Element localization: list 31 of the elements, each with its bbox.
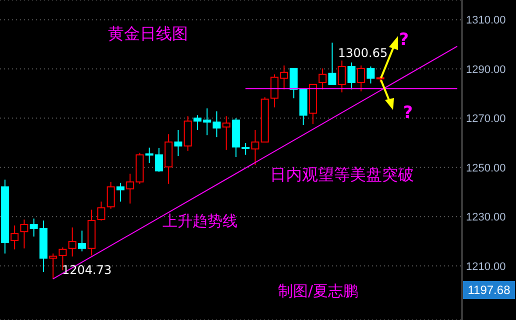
candlestick: [222, 116, 230, 150]
annotation: 1300.65: [338, 46, 388, 60]
y-tick-label: 1230.00: [466, 212, 506, 224]
y-tick-label: 1310.00: [466, 14, 506, 27]
y-tick-label: 1250.00: [466, 162, 506, 174]
candlestick: [68, 226, 76, 257]
candlestick: [116, 182, 124, 202]
text: 1197.68: [463, 281, 515, 299]
candlestick: [318, 68, 327, 90]
candlestick: [174, 129, 182, 157]
candlestick: [20, 219, 28, 249]
candlestick: [106, 181, 115, 210]
y-tick-label: 1270.00: [466, 113, 506, 126]
candlestick: [338, 60, 346, 93]
candlestick: [357, 64, 366, 92]
annotation: ?: [399, 30, 409, 50]
candlestick: [251, 129, 260, 166]
candlestick: [347, 62, 356, 90]
annotation: 日内观望等美盘突破: [270, 165, 414, 184]
candlestick: [97, 201, 106, 222]
text: 黄金日线图: [108, 24, 188, 45]
candlestick: [78, 230, 86, 252]
series-label: 上升趋势线: [162, 212, 238, 232]
candlestick: [366, 66, 375, 84]
candlestick: [10, 224, 19, 250]
annotation: ?: [403, 103, 413, 124]
y-tick-label: 1290.00: [466, 64, 506, 76]
candlestick: [290, 68, 298, 99]
y-tick-label: 1210.00: [466, 260, 506, 273]
annotation: 制图/夏志鹏: [278, 282, 358, 300]
candlestick: [328, 42, 336, 85]
